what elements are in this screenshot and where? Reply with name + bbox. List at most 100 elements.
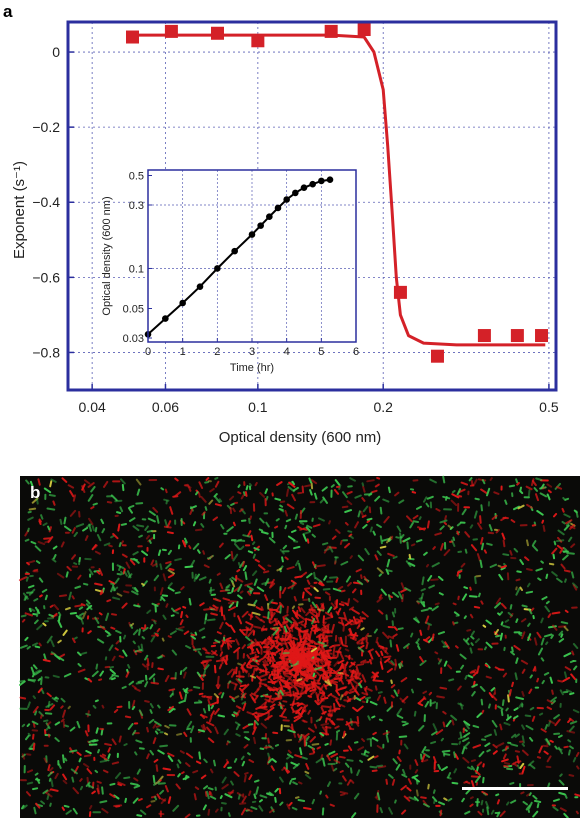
cell-mark [174, 672, 177, 680]
cell-mark [302, 704, 309, 709]
cell-mark [21, 618, 26, 623]
cell-mark [540, 657, 545, 662]
cell-mark [354, 684, 358, 693]
cell-mark [569, 660, 575, 664]
cell-mark [502, 624, 511, 629]
main-data-point [430, 349, 444, 363]
cell-mark [286, 668, 296, 673]
cell-mark [316, 644, 321, 653]
cell-mark [393, 689, 399, 697]
cell-mark [34, 710, 38, 716]
cell-mark [563, 745, 569, 749]
cell-mark [110, 586, 114, 593]
cell-mark [283, 674, 290, 678]
cell-mark [282, 614, 289, 619]
cell-mark [279, 654, 283, 660]
cell-mark [144, 525, 149, 531]
cell-mark [182, 688, 189, 694]
cell-mark [526, 582, 531, 588]
cell-mark [527, 622, 531, 627]
cell-mark [33, 598, 39, 602]
cell-mark [73, 531, 78, 537]
cell-mark [324, 680, 332, 687]
cell-mark [140, 809, 147, 816]
cell-mark [241, 795, 247, 804]
cell-mark [535, 493, 539, 502]
cell-mark [324, 742, 329, 746]
cell-mark [271, 696, 279, 704]
cell-mark [308, 606, 316, 611]
inset-y-tick-label: 0.5 [129, 171, 144, 183]
cell-mark [21, 753, 26, 758]
cell-mark [149, 624, 154, 630]
cell-mark [536, 756, 542, 759]
cell-mark [43, 537, 52, 540]
cell-mark [426, 520, 430, 529]
cell-mark [321, 633, 326, 639]
cell-mark [258, 564, 266, 571]
cell-mark [438, 592, 444, 596]
inset-x-axis-label: Time (hr) [230, 362, 274, 374]
cell-mark [219, 621, 224, 630]
cell-mark [184, 813, 191, 818]
cell-mark [378, 594, 383, 599]
cell-mark [239, 590, 244, 594]
cell-mark [320, 706, 326, 715]
cell-mark [136, 768, 141, 775]
cell-mark [31, 673, 35, 678]
cell-mark [215, 606, 219, 612]
cell-mark [420, 753, 423, 760]
cell-mark [537, 577, 542, 581]
cell-mark [366, 519, 371, 523]
cell-mark [407, 778, 412, 785]
cell-mark [552, 806, 559, 812]
cell-mark [382, 498, 390, 503]
cell-mark [277, 636, 283, 642]
cell-mark [259, 747, 265, 750]
cell-mark [470, 544, 478, 552]
cell-mark [548, 562, 555, 566]
cell-mark [393, 626, 398, 631]
cell-mark [121, 602, 128, 609]
cell-mark [533, 487, 538, 492]
cell-mark [376, 641, 381, 648]
cell-mark [456, 570, 460, 577]
cell-mark [442, 721, 446, 728]
cell-mark [558, 791, 566, 796]
cell-mark [60, 718, 65, 723]
cell-mark [24, 636, 29, 642]
cell-mark [485, 675, 492, 679]
cell-mark [74, 636, 78, 640]
cell-mark [274, 796, 277, 803]
cell-mark [200, 523, 205, 528]
cell-mark [48, 777, 52, 782]
cell-mark [414, 759, 419, 766]
cell-mark [234, 721, 241, 726]
cell-mark [286, 566, 295, 570]
cell-mark [503, 764, 509, 768]
cell-mark [236, 709, 241, 716]
panel-a: a 0.04 0.06 0.1 0.2 0.50−0.2−0.4−0.6−0.8 Opt… [3, 2, 559, 446]
cell-mark [330, 484, 335, 488]
cell-mark [321, 807, 325, 816]
main-data-point [126, 30, 140, 44]
cell-mark [540, 728, 547, 733]
cell-mark [339, 636, 344, 645]
cell-mark [91, 790, 96, 795]
cell-mark [247, 629, 255, 637]
cell-mark [219, 582, 224, 590]
cell-mark [203, 785, 209, 790]
cell-mark [505, 707, 509, 712]
cell-mark [374, 796, 379, 801]
cell-mark [373, 679, 384, 683]
cell-mark [297, 799, 306, 802]
inset-data-point [318, 177, 325, 185]
cell-mark [531, 715, 536, 722]
cell-mark [333, 644, 341, 647]
cell-mark [79, 785, 84, 791]
cell-mark [406, 515, 413, 523]
cell-mark [298, 645, 303, 651]
cell-mark [306, 538, 310, 544]
cell-mark [339, 694, 344, 701]
cell-mark [71, 554, 76, 560]
